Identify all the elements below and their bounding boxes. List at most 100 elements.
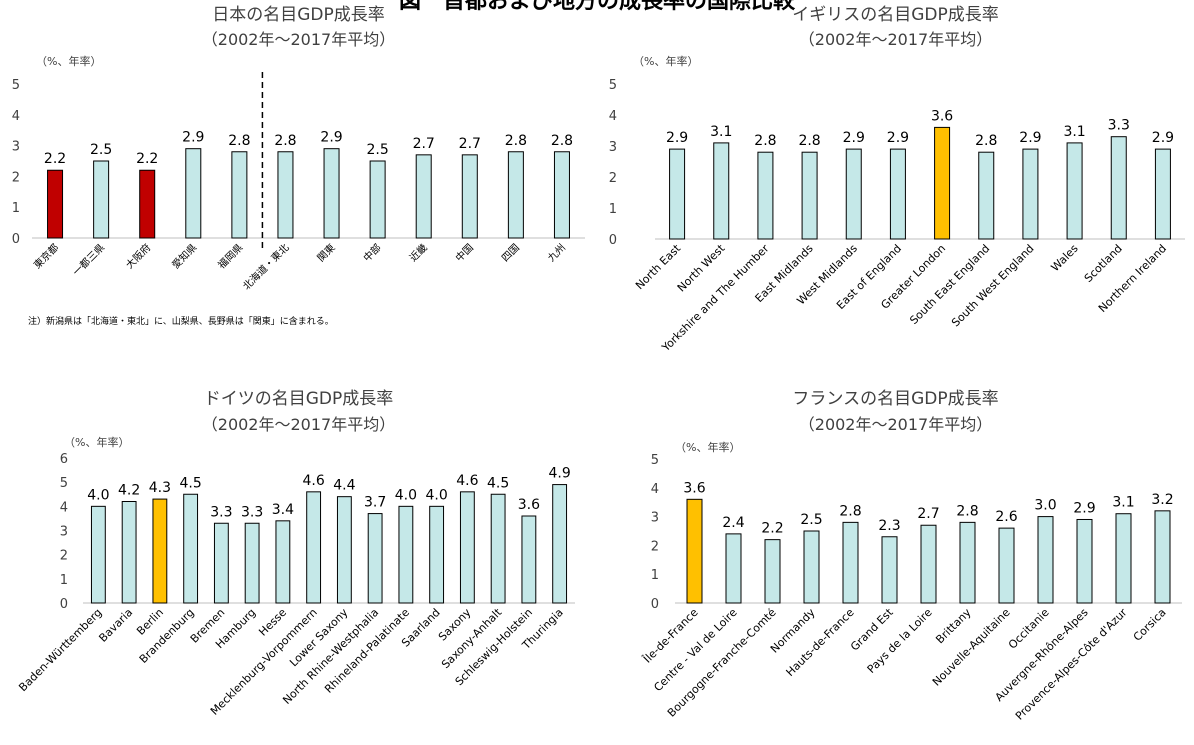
bar-value-label: 2.9	[887, 130, 909, 146]
bar-value-label: 2.2	[44, 151, 66, 167]
bar-value-label: 4.4	[333, 478, 355, 494]
figure-header: 図 首都および地方の成長率の国際比較	[399, 0, 796, 14]
bar-value-label: 3.3	[210, 504, 232, 520]
chart-title: 日本の名目GDP成長率	[212, 5, 385, 25]
bar	[1110, 136, 1127, 240]
bar-value-label: 2.3	[878, 518, 900, 534]
bar	[490, 493, 506, 604]
x-category-label: 北海道・東北	[240, 241, 292, 293]
chart-subtitle: （2002年～2017年平均）	[202, 30, 395, 49]
bar	[306, 491, 322, 604]
x-category-label: 一都三県	[70, 242, 107, 279]
bar-value-label: 2.5	[366, 142, 388, 158]
y-tick-label: 3	[60, 525, 68, 540]
bar	[842, 521, 859, 604]
x-category-label: 九州	[545, 242, 568, 265]
bar	[757, 151, 774, 240]
bar-value-label: 4.2	[118, 483, 140, 499]
bar	[90, 505, 106, 604]
y-tick-label: 4	[651, 482, 659, 497]
chart-subtitle: （2002年～2017年平均）	[202, 415, 395, 434]
bar-value-label: 4.6	[302, 473, 324, 489]
bar	[553, 151, 570, 239]
bar-value-label: 4.5	[179, 475, 201, 491]
bar-value-label: 2.9	[1073, 500, 1095, 516]
x-category-label: Corsica	[1131, 606, 1169, 644]
x-category-label: South West England	[949, 242, 1036, 329]
y-tick-label: 1	[60, 573, 68, 588]
bar	[47, 169, 64, 239]
bar	[461, 154, 478, 239]
bar	[152, 498, 168, 604]
y-tick-label: 3	[651, 511, 659, 526]
bar-value-label: 2.8	[975, 133, 997, 149]
bar-value-label: 2.5	[90, 142, 112, 158]
bar	[398, 505, 414, 604]
bar	[369, 160, 386, 239]
bar-value-label: 2.8	[505, 133, 527, 149]
bar	[429, 505, 445, 604]
bar	[1115, 513, 1132, 604]
y-tick-label: 2	[60, 549, 68, 564]
bar	[336, 496, 352, 604]
bar	[275, 520, 291, 604]
bar-value-label: 2.7	[459, 136, 481, 152]
bar	[764, 539, 781, 604]
bar-value-label: 2.8	[839, 503, 861, 519]
bar	[1154, 510, 1171, 604]
y-tick-label: 4	[60, 500, 68, 515]
bar-value-label: 2.9	[1152, 130, 1174, 146]
x-category-label: 中国	[453, 241, 476, 264]
bar-value-label: 4.0	[87, 487, 109, 503]
bar	[1066, 142, 1083, 240]
bar	[323, 148, 340, 239]
bar	[934, 126, 951, 240]
y-tick-label: 4	[12, 109, 20, 124]
chart-germany: ドイツの名目GDP成長率 （2002年～2017年平均） （%、年率） 0 1 2 3 4 5 6…	[16, 389, 575, 718]
x-category-label: 中部	[360, 241, 383, 264]
bar-value-label: 4.5	[487, 475, 509, 491]
chart-uk: イギリスの名目GDP成長率 （2002年～2017年平均） （%、年率） 0 1 2 3 4 5…	[609, 5, 1185, 355]
bar	[507, 151, 524, 239]
bar-value-label: 2.7	[917, 506, 939, 522]
x-category-label: Nouvelle-Aquitaine	[930, 606, 1013, 689]
bar	[367, 513, 383, 604]
bar-value-label: 2.8	[754, 133, 776, 149]
bar-value-label: 2.8	[956, 503, 978, 519]
y-tick-label: 2	[12, 170, 20, 185]
bar-value-label: 2.8	[228, 133, 250, 149]
bar	[713, 142, 730, 240]
bar	[552, 484, 568, 604]
y-tick-label: 0	[60, 597, 68, 612]
bar-value-label: 4.3	[149, 480, 171, 496]
bar-value-label: 4.6	[456, 473, 478, 489]
y-tick-label: 2	[609, 171, 617, 186]
y-tick-label: 5	[12, 78, 20, 93]
bar	[1154, 148, 1171, 240]
bar	[669, 148, 686, 240]
y-tick-label: 0	[12, 232, 20, 247]
bar-value-label: 3.3	[1108, 118, 1130, 134]
bar-value-label: 2.9	[320, 130, 342, 146]
bar	[213, 522, 229, 604]
bar-value-label: 3.6	[518, 497, 540, 513]
bar	[459, 491, 475, 604]
chart-subtitle: （2002年～2017年平均）	[799, 415, 992, 434]
bar-value-label: 4.9	[548, 466, 570, 482]
x-category-label: 東京都	[31, 241, 61, 271]
chart-subtitle: （2002年～2017年平均）	[799, 30, 992, 49]
bar	[521, 515, 537, 604]
bar	[803, 530, 820, 604]
bar-value-label: 2.6	[995, 509, 1017, 525]
bar	[93, 160, 110, 239]
bar	[1022, 148, 1039, 240]
bar-value-label: 2.4	[722, 515, 744, 531]
bar-value-label: 2.2	[136, 151, 158, 167]
bar	[920, 524, 937, 604]
bar	[845, 148, 862, 240]
unit-label: （%、年率）	[675, 440, 740, 454]
y-tick-label: 0	[651, 597, 659, 612]
bar-value-label: 3.2	[1151, 492, 1173, 508]
x-category-label: South East England	[907, 242, 992, 327]
bar	[415, 154, 432, 239]
